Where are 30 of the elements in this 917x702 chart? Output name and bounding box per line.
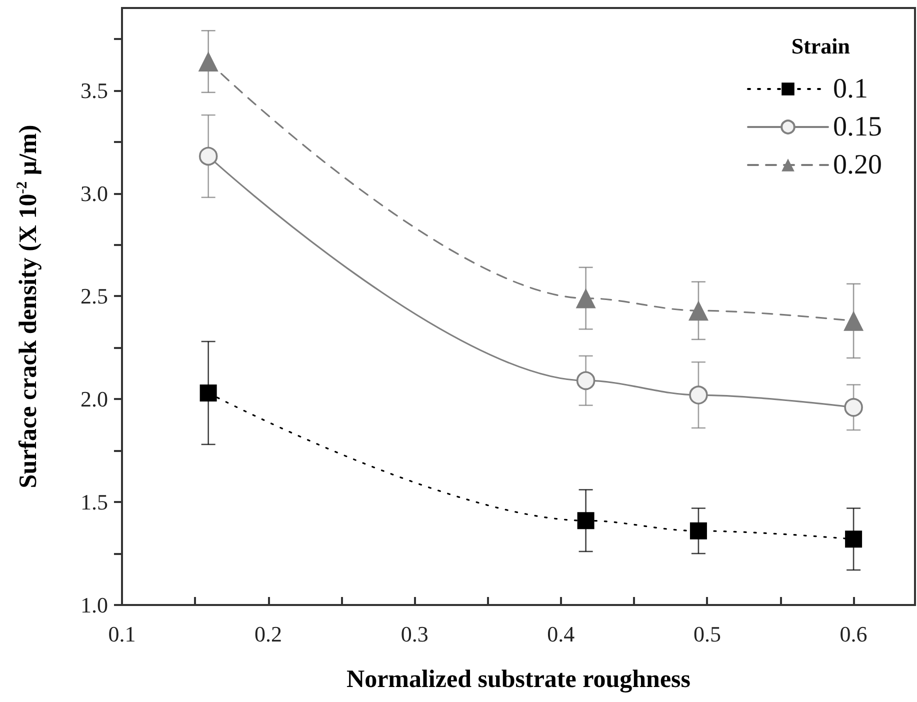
y-tick-label: 3.5: [80, 78, 108, 103]
x-axis-title: Normalized substrate roughness: [346, 666, 691, 693]
point: [198, 52, 218, 72]
x-tick-label: 0.5: [693, 622, 721, 646]
point: [690, 522, 707, 540]
x-tick-label: 0.1: [108, 622, 136, 646]
point: [845, 530, 862, 548]
legend-label: 0.20: [833, 150, 882, 180]
legend-label: 0.15: [833, 112, 882, 142]
y-axis-title: Surface crack density (X 10-2 μ/m): [14, 124, 42, 488]
y-tick-label: 1.5: [80, 490, 108, 515]
point: [200, 384, 217, 402]
point: [576, 371, 596, 390]
x-tick-label: 0.3: [400, 622, 428, 646]
y-tick-label: 2.5: [80, 284, 108, 309]
legend-label: 0.1: [833, 74, 868, 104]
point: [577, 512, 594, 530]
legend-title: Strain: [791, 34, 850, 58]
point: [844, 310, 864, 331]
x-tick-label: 0.2: [254, 622, 282, 646]
x-tick-label: 0.4: [547, 622, 575, 646]
y-tick-label: 2.0: [80, 386, 108, 412]
x-tick-label: 0.6: [840, 622, 868, 646]
point: [576, 288, 596, 308]
y-tick-label: 1.0: [80, 592, 108, 618]
point: [689, 386, 708, 404]
point: [844, 398, 863, 417]
y-tick-label: 3.0: [80, 180, 108, 206]
point: [688, 300, 708, 321]
point: [198, 146, 218, 166]
